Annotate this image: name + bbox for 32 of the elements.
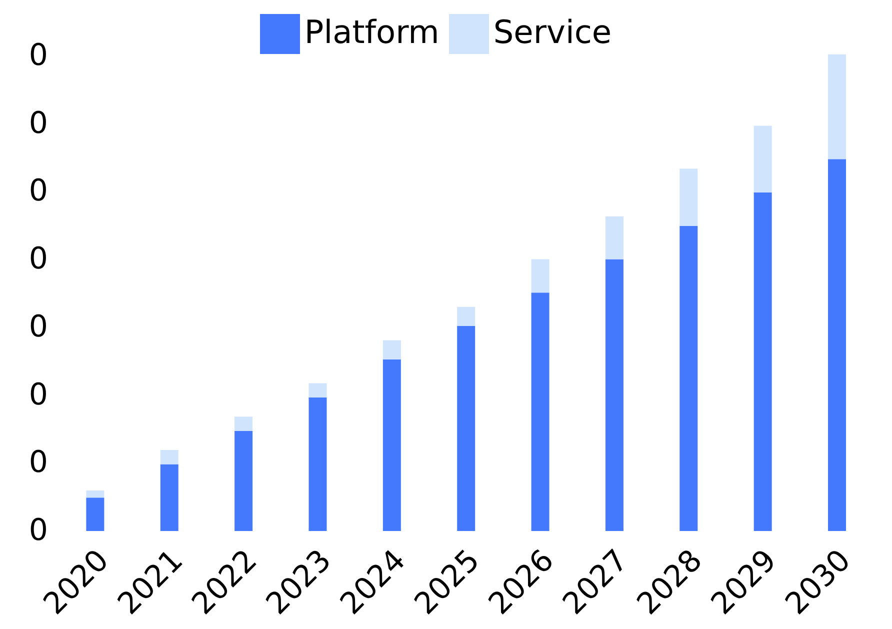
bar <box>86 490 104 498</box>
bar <box>86 498 104 531</box>
legend-label: Platform <box>304 13 440 51</box>
legend-label: Service <box>493 13 612 51</box>
bar <box>828 159 846 531</box>
bar <box>531 292 550 531</box>
annotation: 0 <box>28 242 48 277</box>
bar <box>605 216 624 260</box>
bar <box>308 398 327 531</box>
annotation: 0 <box>28 174 48 209</box>
bar <box>531 259 550 293</box>
bar <box>234 430 253 531</box>
bar <box>457 326 476 531</box>
annotation: 0 <box>28 445 48 480</box>
annotation: 0 <box>28 377 48 412</box>
bar <box>234 416 253 431</box>
bar <box>680 226 698 531</box>
annotation: 0 <box>28 309 48 344</box>
bar <box>382 359 401 531</box>
annotation: 0 <box>28 513 48 548</box>
bar <box>680 168 698 226</box>
bar <box>754 192 772 531</box>
bar <box>160 450 178 464</box>
bar <box>382 340 401 360</box>
bar <box>308 383 327 398</box>
bar <box>754 126 772 193</box>
bar <box>605 259 624 531</box>
bar <box>457 306 476 326</box>
bar <box>160 464 178 531</box>
annotation: 0 <box>28 38 48 73</box>
annotation: 0 <box>28 106 48 141</box>
bar <box>828 54 846 160</box>
